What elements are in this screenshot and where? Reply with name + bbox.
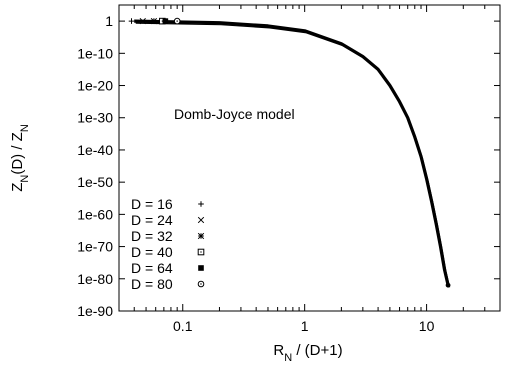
legend-item-1: D = 16 [131, 196, 204, 212]
data-curve [128, 17, 451, 288]
legend-marker-3 [197, 232, 205, 240]
legend-marker-6-dot [200, 283, 202, 285]
legend-marker-4-dot [200, 251, 202, 253]
x-axis-label-rest: / (D+1) [292, 342, 342, 359]
data-point-start-3-shape [150, 17, 158, 25]
legend-item-5: D = 64 [131, 260, 204, 276]
legend-marker-2 [197, 216, 205, 224]
x-axis-label-main: R [273, 342, 284, 359]
legend-label-5: D = 64 [131, 260, 173, 276]
data-point-start-1 [128, 18, 135, 24]
data-point-start-2 [139, 17, 146, 25]
data-point-start-4-dot [161, 20, 163, 22]
plot-frame [118, 4, 501, 312]
x-tick-label-1: 1 [301, 318, 309, 334]
legend-label-4: D = 40 [131, 244, 173, 260]
legend-label-1: D = 16 [131, 196, 173, 212]
y-tick-label-3: 1e-30 [77, 110, 113, 126]
legend-label-2: D = 24 [131, 212, 173, 228]
legend-item-3: D = 32 [131, 228, 205, 244]
data-point-start-2-shape [139, 17, 146, 25]
x-tick-label-2: 10 [419, 318, 435, 334]
data-point-start-6 [173, 17, 181, 25]
y-axis-label: ZN(D) / ZN [9, 124, 31, 192]
legend-item-6: D = 80 [131, 276, 205, 292]
y-axis: 1 1e-10 1e-20 1e-30 1e-40 1e-50 1e-60 1e-70 1e-8… [77, 13, 500, 319]
x-tick-label-0: 0.1 [173, 318, 193, 334]
y-tick-label-2: 1e-20 [77, 78, 113, 94]
y-tick-label-8: 1e-80 [77, 271, 113, 287]
data-point-start-1-shape [128, 18, 135, 24]
y-tick-label-5: 1e-50 [77, 174, 113, 190]
y-tick-label-0: 1 [105, 13, 113, 29]
data-curve-band-offset [135, 22, 451, 288]
y-tick-label-9: 1e-90 [77, 303, 113, 319]
legend-marker-1 [198, 201, 204, 207]
data-point-start-3 [150, 17, 158, 25]
y-axis-label-part1: Z [9, 183, 26, 192]
legend-label-3: D = 32 [131, 228, 173, 244]
model-annotation: Domb-Joyce model [174, 106, 295, 122]
legend-item-2: D = 24 [131, 212, 205, 228]
y-axis-label-sub1: N [19, 175, 31, 183]
data-point-start-5 [162, 18, 169, 24]
x-axis-label-sub: N [284, 352, 292, 364]
x-axis-label: RN / (D+1) [273, 342, 342, 364]
y-axis-label-part2: (D) / Z [9, 132, 26, 175]
legend-label-6: D = 80 [131, 276, 173, 292]
legend-item-4: D = 40 [131, 244, 205, 260]
y-tick-label-4: 1e-40 [77, 142, 113, 158]
legend-marker-4 [197, 248, 205, 256]
legend-marker-5-shape [198, 265, 204, 271]
legend-marker-6 [197, 280, 205, 288]
data-point-start-5-shape [162, 18, 169, 24]
legend-marker-1-shape [198, 201, 204, 207]
y-tick-label-1: 1e-10 [77, 45, 113, 61]
legend-marker-2-shape [197, 216, 205, 224]
legend-marker-5 [198, 265, 204, 271]
legend: D = 16D = 24D = 32D = 40D = 64D = 80 [131, 196, 205, 292]
legend-marker-3-shape [197, 232, 205, 240]
y-tick-label-6: 1e-60 [77, 206, 113, 222]
y-tick-label-7: 1e-70 [77, 239, 113, 255]
x-axis: 0.1 1 10 [133, 5, 486, 334]
data-curve-band [134, 19, 450, 286]
data-point-start-6-dot [176, 20, 178, 22]
curve-end-blob [445, 282, 451, 288]
y-axis-label-sub2: N [19, 124, 31, 132]
